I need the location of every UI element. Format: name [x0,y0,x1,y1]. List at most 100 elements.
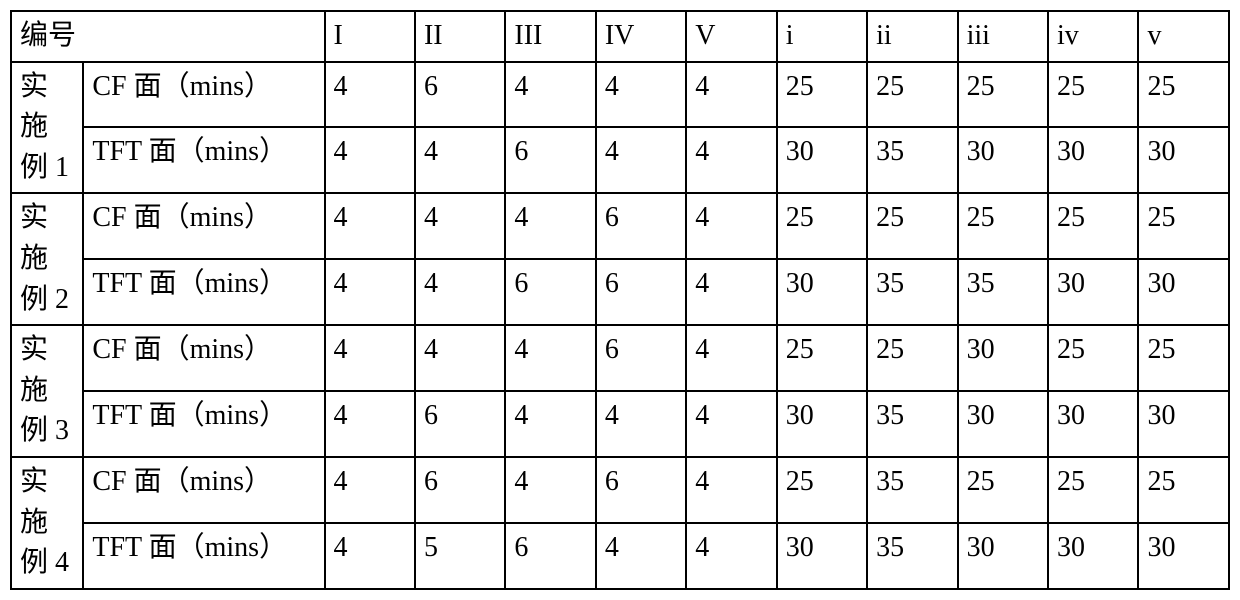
header-id: 编号 [11,11,325,62]
cell: 4 [505,62,595,128]
table-row: 实施例 4 CF 面（mins） 4 6 4 6 4 25 35 25 25 2… [11,457,1229,523]
cell: 4 [686,523,776,589]
table-row: 实施例 1 CF 面（mins） 4 6 4 4 4 25 25 25 25 2… [11,62,1229,128]
cell: 4 [325,391,415,457]
cell: 4 [325,325,415,391]
cell: 25 [958,457,1048,523]
row-side-label: TFT 面（mins） [83,391,324,457]
cell: 4 [325,127,415,193]
cell: 4 [596,523,686,589]
cell: 4 [415,127,505,193]
cell: 35 [867,127,957,193]
cell: 35 [867,259,957,325]
cell: 25 [1138,457,1229,523]
cell: 4 [325,62,415,128]
cell: 25 [777,62,867,128]
cell: 4 [505,457,595,523]
cell: 4 [325,523,415,589]
cell: 25 [777,193,867,259]
cell: 30 [958,127,1048,193]
row-group-label: 实施例 1 [11,62,83,194]
cell: 6 [596,325,686,391]
cell: 25 [777,325,867,391]
cell: 25 [1138,62,1229,128]
cell: 30 [1048,523,1138,589]
cell: 4 [686,62,776,128]
cell: 30 [1138,523,1229,589]
table-row: TFT 面（mins） 4 4 6 4 4 30 35 30 30 30 [11,127,1229,193]
cell: 6 [505,127,595,193]
row-side-label: TFT 面（mins） [83,259,324,325]
cell: 4 [325,259,415,325]
row-side-label: TFT 面（mins） [83,523,324,589]
cell: 35 [867,391,957,457]
data-table: 编号 I II III IV V i ii iii iv v 实施例 1 CF … [10,10,1230,590]
cell: 30 [1048,127,1138,193]
table-row: 实施例 3 CF 面（mins） 4 4 4 6 4 25 25 30 25 2… [11,325,1229,391]
cell: 6 [596,259,686,325]
cell: 30 [958,325,1048,391]
header-col: iv [1048,11,1138,62]
cell: 4 [596,127,686,193]
cell: 30 [777,127,867,193]
cell: 6 [505,523,595,589]
cell: 25 [1048,62,1138,128]
header-col: V [686,11,776,62]
cell: 25 [867,193,957,259]
cell: 25 [867,325,957,391]
cell: 6 [505,259,595,325]
cell: 25 [958,62,1048,128]
row-side-label: CF 面（mins） [83,457,324,523]
header-col: II [415,11,505,62]
cell: 30 [1138,127,1229,193]
cell: 25 [958,193,1048,259]
row-group-label: 实施例 4 [11,457,83,589]
cell: 4 [415,325,505,391]
cell: 30 [777,523,867,589]
row-side-label: TFT 面（mins） [83,127,324,193]
table-row: TFT 面（mins） 4 4 6 6 4 30 35 35 30 30 [11,259,1229,325]
cell: 30 [777,391,867,457]
cell: 30 [1048,391,1138,457]
header-row: 编号 I II III IV V i ii iii iv v [11,11,1229,62]
row-group-label: 实施例 3 [11,325,83,457]
cell: 25 [1048,325,1138,391]
cell: 25 [1138,193,1229,259]
cell: 4 [325,457,415,523]
header-col: ii [867,11,957,62]
cell: 30 [777,259,867,325]
cell: 30 [1138,259,1229,325]
row-side-label: CF 面（mins） [83,325,324,391]
cell: 35 [958,259,1048,325]
table-row: TFT 面（mins） 4 5 6 4 4 30 35 30 30 30 [11,523,1229,589]
cell: 30 [958,523,1048,589]
cell: 25 [867,62,957,128]
cell: 35 [867,523,957,589]
row-side-label: CF 面（mins） [83,62,324,128]
cell: 6 [415,391,505,457]
cell: 4 [686,457,776,523]
cell: 6 [415,62,505,128]
cell: 25 [1048,457,1138,523]
cell: 25 [1048,193,1138,259]
cell: 30 [958,391,1048,457]
cell: 4 [596,62,686,128]
cell: 4 [686,391,776,457]
cell: 4 [596,391,686,457]
table-row: 实施例 2 CF 面（mins） 4 4 4 6 4 25 25 25 25 2… [11,193,1229,259]
row-group-label: 实施例 2 [11,193,83,325]
cell: 25 [1138,325,1229,391]
cell: 4 [415,259,505,325]
cell: 6 [415,457,505,523]
cell: 35 [867,457,957,523]
header-col: v [1138,11,1229,62]
header-col: i [777,11,867,62]
cell: 4 [686,325,776,391]
cell: 4 [325,193,415,259]
cell: 4 [415,193,505,259]
cell: 6 [596,193,686,259]
cell: 4 [686,259,776,325]
cell: 30 [1138,391,1229,457]
cell: 6 [596,457,686,523]
row-side-label: CF 面（mins） [83,193,324,259]
